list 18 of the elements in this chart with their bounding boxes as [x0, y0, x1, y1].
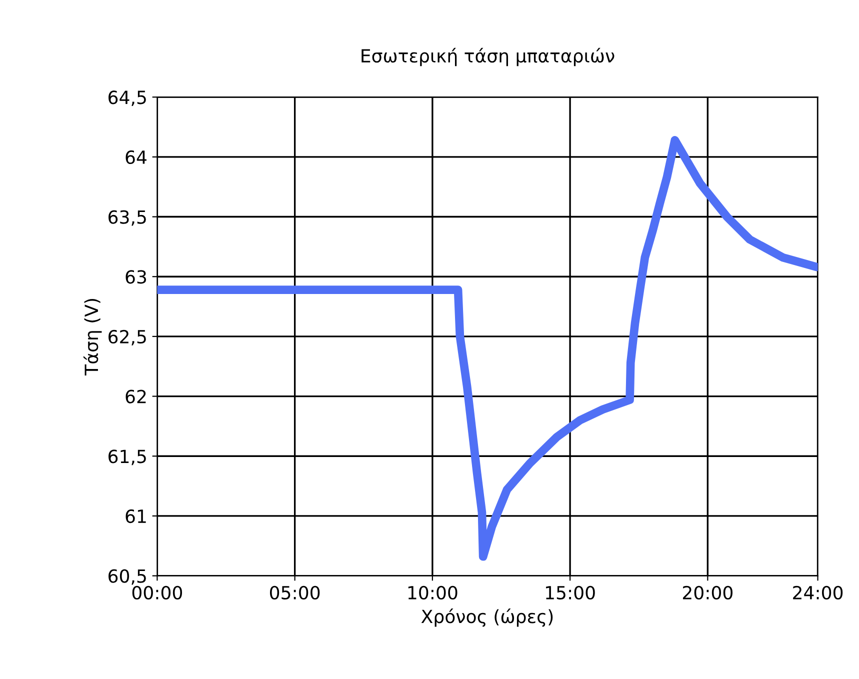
y-tick-label: 64,5	[108, 90, 146, 106]
y-tick-label: 64	[126, 150, 146, 164]
y-tick-label: 61,5	[108, 450, 146, 466]
y-tick-label: 61	[126, 509, 146, 524]
y-tick-label: 60,5	[108, 569, 146, 585]
y-tick-label: 63	[126, 270, 146, 284]
chart-title: Εσωτερική τάση μπαταριών	[362, 48, 614, 66]
x-tick-label: 15:00	[546, 586, 595, 600]
y-tick-label: 62,5	[108, 330, 146, 346]
y-tick-label: 62	[126, 390, 146, 404]
x-axis-title: Χρόνος (ώρες)	[421, 608, 553, 627]
x-tick-label: 05:00	[270, 586, 320, 600]
y-axis-title: Τάση (V)	[84, 298, 102, 376]
y-tick-label: 63,5	[108, 210, 146, 226]
x-tick-label: 20:00	[682, 586, 732, 600]
x-tick-label: 10:00	[408, 586, 458, 600]
x-tick-label: 00:00	[132, 586, 182, 600]
x-tick-label: 24:00	[793, 586, 843, 600]
